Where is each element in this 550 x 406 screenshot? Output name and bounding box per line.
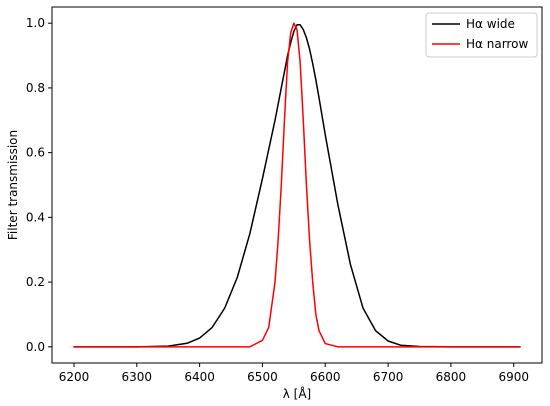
series-line-h-alpha-narrow <box>73 22 521 348</box>
y-axis: 0.0 0.2 0.4 0.6 0.8 1.0 <box>26 16 52 354</box>
y-tick-label-0: 0.0 <box>26 340 45 354</box>
y-tick-label-1: 0.2 <box>26 275 45 289</box>
x-tick-label-7: 6900 <box>498 370 529 384</box>
x-tick-label-3: 6500 <box>247 370 278 384</box>
x-tick-label-6: 6800 <box>436 370 467 384</box>
y-tick-label-3: 0.6 <box>26 146 45 160</box>
legend-label-narrow: Hα narrow <box>466 37 528 51</box>
series-line-h-alpha-wide <box>73 24 521 348</box>
x-tick-label-1: 6300 <box>122 370 153 384</box>
series-layer <box>73 22 521 348</box>
x-axis-label: λ [Å] <box>283 386 312 401</box>
y-tick-label-4: 0.8 <box>26 81 45 95</box>
x-tick-label-4: 6600 <box>310 370 341 384</box>
y-tick-label-5: 1.0 <box>26 16 45 30</box>
x-tick-label-2: 6400 <box>184 370 215 384</box>
legend-label-wide: Hα wide <box>466 17 515 31</box>
x-tick-label-0: 6200 <box>59 370 90 384</box>
y-axis-label: Filter transmission <box>6 130 20 240</box>
legend: Hα wide Hα narrow <box>425 12 538 58</box>
x-axis: 6200 6300 6400 6500 6600 6700 6800 6900 <box>59 363 529 384</box>
y-tick-label-2: 0.4 <box>26 210 45 224</box>
x-tick-label-5: 6700 <box>373 370 404 384</box>
plot-frame <box>51 6 543 364</box>
